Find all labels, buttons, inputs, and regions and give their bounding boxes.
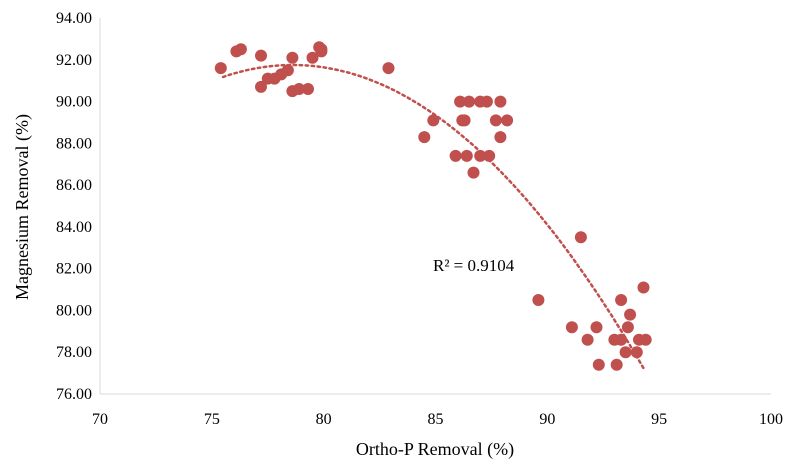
data-point bbox=[454, 95, 467, 108]
data-point bbox=[255, 80, 267, 93]
x-tick-label: 100 bbox=[759, 411, 783, 428]
y-tick-label: 92.00 bbox=[56, 52, 92, 69]
data-point bbox=[293, 83, 306, 95]
data-point bbox=[630, 346, 643, 359]
y-tick-label: 84.00 bbox=[56, 219, 92, 236]
data-point bbox=[315, 43, 328, 56]
y-tick-label: 80.00 bbox=[56, 302, 92, 319]
data-point bbox=[565, 321, 578, 334]
data-point bbox=[501, 114, 514, 127]
data-point bbox=[615, 294, 628, 306]
data-point bbox=[574, 231, 587, 244]
data-point bbox=[474, 149, 487, 162]
x-tick-label: 90 bbox=[539, 411, 555, 428]
y-tick-label: 88.00 bbox=[56, 135, 92, 152]
data-point bbox=[306, 51, 319, 64]
x-tick-label: 95 bbox=[651, 411, 667, 428]
data-point bbox=[483, 149, 496, 162]
y-tick-label: 82.00 bbox=[56, 261, 92, 278]
x-tick-label: 70 bbox=[92, 411, 108, 428]
x-tick-label: 85 bbox=[428, 411, 444, 428]
data-point bbox=[214, 62, 227, 75]
data-point bbox=[489, 114, 502, 127]
y-tick-label: 76.00 bbox=[56, 386, 92, 403]
data-point bbox=[639, 333, 652, 346]
data-point bbox=[427, 114, 440, 127]
data-point bbox=[234, 43, 247, 56]
y-tick-label: 94.00 bbox=[56, 10, 92, 27]
x-axis-title: Ortho-P Removal (%) bbox=[356, 439, 514, 460]
data-point bbox=[621, 321, 634, 334]
y-tick-label: 86.00 bbox=[56, 177, 92, 194]
data-point bbox=[458, 114, 471, 127]
data-point bbox=[494, 131, 507, 144]
data-point bbox=[255, 49, 267, 62]
data-point bbox=[286, 51, 299, 64]
data-point bbox=[637, 281, 650, 294]
data-point bbox=[592, 358, 605, 371]
data-point bbox=[467, 166, 480, 179]
y-tick-labels: 76.00 78.00 80.00 82.00 84.00 86.00 88.00 90.00… bbox=[56, 10, 92, 403]
data-point bbox=[281, 64, 294, 77]
data-point bbox=[590, 321, 603, 334]
data-point bbox=[619, 346, 632, 359]
data-point bbox=[494, 95, 507, 108]
y-axis-title: Magnesium Removal (%) bbox=[12, 114, 33, 300]
data-point bbox=[532, 294, 545, 306]
data-point bbox=[460, 149, 473, 162]
data-point bbox=[480, 95, 493, 108]
data-point bbox=[624, 308, 637, 321]
data-point bbox=[449, 149, 462, 162]
plot-area: 76.00 78.00 80.00 82.00 84.00 86.00 88.00 90.00… bbox=[56, 10, 783, 428]
r-squared-label: R² = 0.9104 bbox=[433, 256, 515, 275]
data-point bbox=[302, 83, 314, 95]
data-point bbox=[615, 333, 628, 346]
data-point bbox=[463, 95, 476, 108]
x-tick-labels: 70 75 80 85 90 95 100 bbox=[92, 411, 783, 428]
data-point bbox=[418, 131, 431, 144]
data-points bbox=[214, 41, 652, 371]
data-point bbox=[610, 358, 623, 371]
data-point bbox=[581, 333, 594, 346]
y-tick-label: 90.00 bbox=[56, 94, 92, 111]
x-tick-label: 80 bbox=[316, 411, 332, 428]
y-tick-label: 78.00 bbox=[56, 344, 92, 361]
trendline bbox=[221, 63, 645, 370]
x-tick-label: 75 bbox=[204, 411, 220, 428]
data-point bbox=[382, 62, 395, 75]
